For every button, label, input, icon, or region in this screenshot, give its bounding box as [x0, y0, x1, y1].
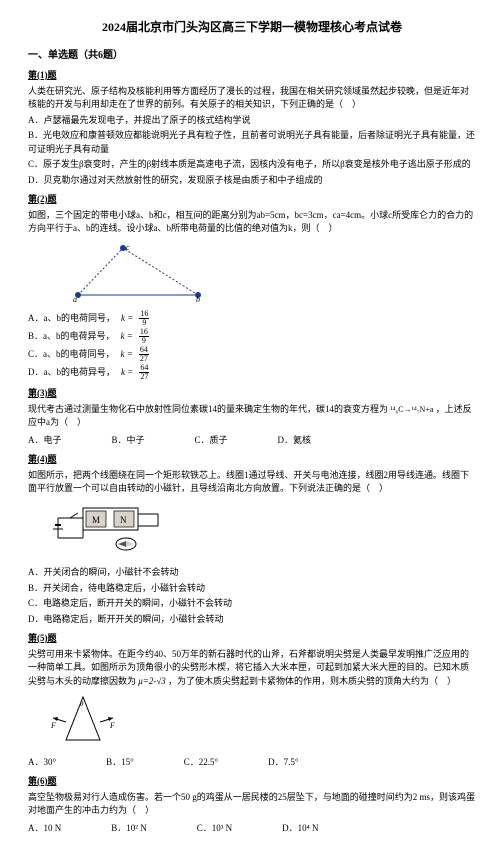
q1-optA: A．卢瑟福最先发现电子，并提出了原子的核式结构学说	[28, 114, 476, 128]
q5-optC: C．22.5°	[184, 756, 218, 770]
q2-optD: D．a、b的电荷异号，	[28, 366, 115, 380]
section-header: 一、单选题（共6题）	[28, 48, 476, 63]
q4-optC: C．电路稳定后，断开开关的瞬间，小磁针不会转动	[28, 597, 476, 611]
q2-optA: A．a、b的电荷同号，	[28, 312, 115, 326]
svg-text:F: F	[50, 721, 56, 730]
mu-expr: μ=2-√3	[138, 676, 166, 686]
svg-text:θ: θ	[80, 700, 84, 708]
q1-stem: 人类在研究光、原子结构及核能利用等方面经历了漫长的过程，我国在相关研究领域虽然起…	[28, 85, 476, 112]
q3-optD: D．氦核	[278, 434, 312, 448]
q3-stem: 现代考古通过测量生物化石中放射性同位素碳14的量来确定生物的年代，碳14的衰变方…	[28, 403, 476, 430]
svg-text:F: F	[109, 721, 115, 730]
q2-fracB: 169	[139, 328, 149, 345]
q1-label: 第(1)题	[28, 69, 476, 83]
q4-stem: 如图所示，把两个线圈绕在同一个矩形软铁芯上。线圈1通过导线、开关与电池连接，线圈…	[28, 469, 476, 496]
q5-optD: D．7.5°	[268, 756, 298, 770]
decay-eq: ¹⁴₆C→¹⁴₇N+a	[390, 405, 433, 414]
k-eq: k =	[121, 330, 133, 344]
q5-stem: 尖劈可用来卡紧物体。在距今约40、50万年的新石器时代的山斧，石斧都说明尖劈是人…	[28, 648, 476, 689]
q6-optD: D．10⁴ N	[282, 822, 318, 836]
q5-label: 第(5)题	[28, 632, 476, 646]
svg-text:a: a	[73, 295, 77, 302]
q2-fracA: 169	[139, 310, 149, 327]
q4-optA: A．开关闭合的瞬间，小磁针不会转动	[28, 566, 476, 580]
q2-figure: a b c	[68, 240, 476, 307]
q6-optB: B．10² N	[111, 822, 146, 836]
q2-stem: 如图，三个固定的带电小球a、b和c，相互间的距离分别为ab=5cm，bc=3cm…	[28, 209, 476, 236]
q6-label: 第(6)题	[28, 775, 476, 789]
q2-label: 第(2)题	[28, 193, 476, 207]
q3-optC: C．质子	[195, 434, 228, 448]
svg-text:c: c	[126, 243, 130, 252]
q3-optA: A．电子	[28, 434, 62, 448]
exam-title: 2024届北京市门头沟区高三下学期一模物理核心考点试卷	[28, 18, 476, 36]
k-eq: k =	[121, 312, 133, 326]
q4-optB: B．开关闭合，待电路稳定后，小磁针会转动	[28, 582, 476, 596]
q6-optA: A．10 N	[28, 822, 61, 836]
q1-optB: B．光电效应和康普顿效应都能说明光子具有粒子性，且前者可说明光子具有能量，后者除…	[28, 129, 476, 156]
q5-optB: B．15°	[106, 756, 134, 770]
q2-fracD: 6427	[139, 364, 149, 381]
q4-figure: M N	[48, 500, 476, 563]
q6-stem: 高空坠物极易对行人造成伤害。若一个50 g的鸡蛋从一居民楼的25层坠下，与地面的…	[28, 791, 476, 818]
q1-optD: D．贝克勒尔通过对天然放射性的研究，发现原子核是由质子和中子组成的	[28, 174, 476, 188]
q5-figure: F F θ	[48, 692, 476, 752]
q6-optC: C．10³ N	[197, 822, 232, 836]
q1-optC: C．原子发生β衰变时，产生的β射线本质是高速电子流，因核内没有电子，所以β衰变是…	[28, 158, 476, 172]
q2-optB: B．a、b的电荷异号，	[28, 330, 115, 344]
q2-fracC: 6427	[139, 346, 149, 363]
q2-optC: C．a、b的电荷同号，	[28, 348, 115, 362]
q4-label: 第(4)题	[28, 453, 476, 467]
q3-label: 第(3)题	[28, 387, 476, 401]
svg-text:b: b	[196, 295, 200, 302]
k-eq: k =	[121, 366, 133, 380]
q3-optB: B．中子	[112, 434, 145, 448]
k-eq: k =	[121, 348, 133, 362]
q4-optD: D．电路稳定后，断开开关的瞬间，小磁针会转动	[28, 613, 476, 627]
svg-text:M: M	[92, 515, 100, 525]
svg-text:N: N	[120, 515, 127, 525]
q5-optA: A．30°	[28, 756, 56, 770]
